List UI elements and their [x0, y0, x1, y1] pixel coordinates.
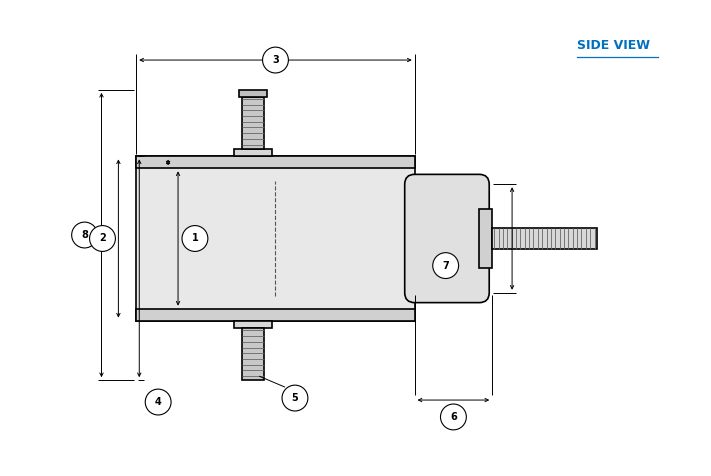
- Circle shape: [182, 226, 208, 251]
- Text: 1: 1: [191, 234, 198, 244]
- Circle shape: [262, 47, 289, 73]
- Text: SIDE VIEW: SIDE VIEW: [577, 39, 650, 52]
- Bar: [479, 208, 492, 268]
- Text: 3: 3: [272, 55, 279, 65]
- Bar: [240, 90, 267, 97]
- Bar: [235, 320, 272, 328]
- FancyBboxPatch shape: [405, 174, 489, 303]
- Bar: [137, 308, 415, 320]
- Bar: [242, 328, 264, 380]
- Text: 8: 8: [81, 230, 88, 240]
- Circle shape: [90, 226, 115, 251]
- Text: 5: 5: [292, 393, 299, 403]
- Text: 2: 2: [99, 234, 106, 244]
- Circle shape: [441, 404, 466, 430]
- Bar: [492, 228, 597, 249]
- Circle shape: [145, 389, 171, 415]
- Circle shape: [433, 253, 459, 278]
- Text: 7: 7: [442, 260, 449, 270]
- Bar: [242, 97, 264, 149]
- Bar: [235, 149, 272, 157]
- Bar: [137, 157, 415, 320]
- Text: 4: 4: [155, 397, 161, 407]
- Bar: [137, 157, 415, 169]
- Circle shape: [282, 385, 308, 411]
- Circle shape: [72, 222, 97, 248]
- Text: 6: 6: [450, 412, 456, 422]
